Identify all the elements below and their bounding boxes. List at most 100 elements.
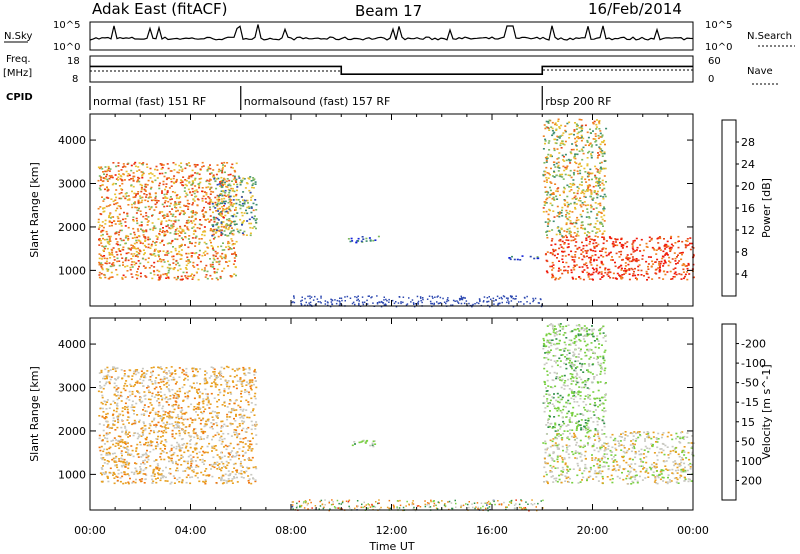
- data-cell: [219, 194, 221, 196]
- data-cell: [136, 209, 139, 212]
- data-cell: [594, 135, 597, 137]
- data-cell: [245, 234, 248, 236]
- data-cell: [593, 258, 596, 261]
- data-cell: [145, 442, 147, 444]
- data-cell: [365, 440, 368, 443]
- data-cell: [241, 466, 244, 468]
- data-cell: [603, 214, 606, 217]
- data-cell: [176, 454, 179, 457]
- data-cell: [666, 240, 669, 243]
- data-cell: [140, 435, 143, 437]
- data-cell: [175, 423, 178, 426]
- data-cell: [139, 272, 142, 275]
- data-cell: [215, 210, 218, 212]
- data-cell: [154, 227, 157, 230]
- data-cell: [550, 126, 553, 128]
- data-cell: [159, 448, 162, 450]
- data-cell: [231, 471, 234, 473]
- data-cell: [135, 193, 138, 195]
- data-cell: [596, 214, 599, 216]
- data-cell: [227, 392, 229, 394]
- data-cell: [145, 373, 148, 375]
- data-cell: [461, 298, 464, 301]
- data-cell: [185, 426, 188, 428]
- data-cell: [161, 190, 163, 192]
- data-cell: [219, 391, 222, 394]
- data-cell: [236, 476, 238, 479]
- data-cell: [128, 453, 131, 456]
- data-cell: [117, 170, 120, 172]
- data-cell: [218, 466, 221, 468]
- data-cell: [599, 166, 602, 169]
- data-cell: [188, 425, 191, 428]
- data-cell: [169, 483, 172, 485]
- data-cell: [209, 403, 212, 405]
- data-cell: [301, 299, 303, 302]
- data-cell: [226, 425, 229, 427]
- data-cell: [124, 402, 127, 405]
- data-cell: [585, 264, 588, 267]
- data-cell: [103, 384, 106, 387]
- data-cell: [569, 159, 572, 161]
- data-cell: [589, 240, 591, 243]
- data-cell: [543, 204, 546, 206]
- data-cell: [433, 302, 435, 305]
- data-cell: [185, 445, 188, 448]
- data-cell: [556, 215, 559, 217]
- data-cell: [173, 182, 176, 185]
- data-cell: [596, 119, 598, 121]
- data-cell: [594, 250, 597, 253]
- data-cell: [369, 444, 372, 447]
- data-cell: [216, 198, 219, 201]
- data-cell: [113, 461, 116, 463]
- data-cell: [239, 408, 242, 411]
- data-cell: [100, 166, 103, 168]
- data-cell: [157, 260, 160, 262]
- data-cell: [574, 206, 576, 209]
- data-cell: [202, 450, 205, 453]
- data-cell: [161, 239, 164, 242]
- data-cell: [100, 386, 103, 388]
- data-cell: [546, 197, 549, 200]
- data-cell: [623, 273, 626, 275]
- data-cell: [139, 262, 142, 265]
- data-cell: [572, 179, 575, 181]
- data-cell: [147, 243, 150, 246]
- data-cell: [314, 304, 317, 306]
- data-cell: [193, 190, 196, 192]
- data-cell: [121, 410, 124, 413]
- data-cell: [232, 263, 235, 265]
- data-cell: [119, 460, 122, 463]
- data-cell: [251, 456, 254, 459]
- data-cell: [580, 119, 583, 121]
- data-cell: [190, 403, 193, 406]
- data-cell: [109, 235, 112, 238]
- data-cell: [397, 302, 400, 304]
- data-cell: [203, 206, 205, 209]
- data-cell: [129, 233, 132, 235]
- data-cell: [651, 278, 654, 280]
- data-cell: [201, 190, 204, 193]
- data-cell: [588, 243, 591, 245]
- data-cell: [634, 440, 637, 442]
- data-cell: [684, 471, 687, 473]
- data-cell: [631, 245, 634, 247]
- data-cell: [132, 385, 135, 388]
- data-cell: [110, 276, 113, 278]
- data-cell: [133, 413, 136, 415]
- data-cell: [178, 367, 181, 369]
- data-cell: [102, 226, 105, 229]
- data-cell: [185, 184, 188, 187]
- data-cell: [202, 213, 205, 215]
- data-cell: [229, 453, 231, 456]
- data-cell: [590, 145, 593, 148]
- data-cell: [205, 474, 208, 477]
- data-cell: [144, 190, 147, 192]
- data-cell: [667, 474, 670, 476]
- data-cell: [168, 370, 171, 372]
- data-cell: [113, 477, 116, 479]
- data-cell: [604, 447, 607, 449]
- data-cell: [164, 200, 167, 202]
- data-cell: [104, 403, 107, 406]
- data-cell: [241, 415, 244, 417]
